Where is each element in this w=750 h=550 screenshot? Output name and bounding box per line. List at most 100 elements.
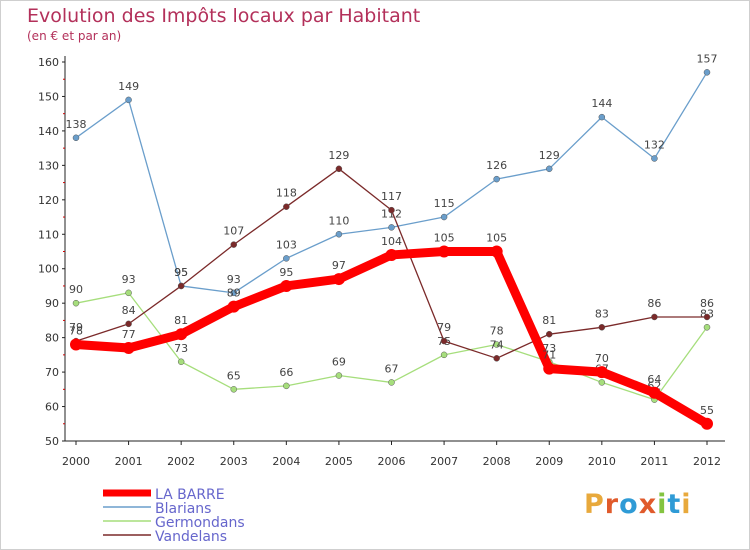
x-tick-label: 2010 bbox=[588, 455, 616, 468]
data-point bbox=[177, 358, 185, 366]
data-point bbox=[595, 366, 608, 379]
data-point bbox=[125, 289, 132, 297]
data-label: 149 bbox=[118, 80, 139, 93]
data-label: 79 bbox=[437, 321, 451, 334]
data-point bbox=[122, 341, 135, 354]
data-label: 95 bbox=[174, 266, 188, 279]
data-label: 66 bbox=[279, 366, 293, 379]
y-tick-label: 150 bbox=[38, 90, 59, 103]
data-label: 86 bbox=[647, 297, 661, 310]
data-label: 93 bbox=[122, 273, 136, 286]
data-label: 79 bbox=[69, 321, 83, 334]
data-label: 93 bbox=[227, 273, 241, 286]
data-point bbox=[493, 175, 500, 183]
data-point bbox=[648, 386, 661, 399]
data-point bbox=[440, 213, 448, 221]
x-tick-label: 2002 bbox=[167, 455, 195, 468]
data-point bbox=[280, 279, 293, 292]
data-label: 112 bbox=[381, 207, 402, 220]
data-label: 97 bbox=[332, 259, 346, 272]
data-point bbox=[70, 338, 82, 351]
data-label: 74 bbox=[490, 338, 504, 351]
data-point bbox=[125, 320, 132, 328]
data-point bbox=[125, 96, 132, 104]
x-tick-label: 2005 bbox=[325, 455, 353, 468]
data-label: 104 bbox=[381, 235, 402, 248]
y-tick-label: 70 bbox=[45, 366, 59, 379]
data-point bbox=[651, 313, 658, 321]
x-tick-label: 2012 bbox=[693, 455, 721, 468]
data-label: 78 bbox=[490, 325, 504, 338]
data-label: 129 bbox=[328, 149, 349, 162]
x-tick-label: 2004 bbox=[272, 455, 300, 468]
data-point bbox=[230, 386, 237, 393]
data-label: 103 bbox=[276, 238, 297, 251]
data-point bbox=[703, 313, 711, 321]
data-point bbox=[598, 113, 606, 121]
data-point bbox=[332, 273, 345, 286]
data-point bbox=[283, 255, 290, 262]
data-label: 64 bbox=[647, 373, 661, 386]
x-tick-label: 2000 bbox=[62, 455, 90, 468]
data-label: 89 bbox=[227, 287, 241, 300]
x-tick-label: 2008 bbox=[483, 455, 511, 468]
proxiti-logo: Proxiti bbox=[584, 489, 692, 520]
data-label: 73 bbox=[174, 342, 188, 355]
data-point bbox=[440, 351, 448, 359]
data-point bbox=[335, 372, 343, 379]
data-label: 105 bbox=[486, 232, 507, 245]
data-label: 70 bbox=[595, 352, 609, 365]
data-label: 144 bbox=[591, 97, 612, 110]
legend-label: LA BARRE bbox=[155, 487, 225, 503]
data-label: 110 bbox=[328, 214, 349, 227]
data-point bbox=[177, 282, 185, 290]
data-point bbox=[72, 134, 80, 142]
data-point bbox=[335, 165, 343, 173]
x-tick-label: 2007 bbox=[430, 455, 458, 468]
x-tick-label: 2009 bbox=[535, 455, 563, 468]
data-label: 81 bbox=[174, 314, 188, 327]
data-label: 84 bbox=[122, 304, 136, 317]
data-label: 115 bbox=[434, 197, 455, 210]
logo-letter: P bbox=[584, 489, 605, 520]
data-label: 132 bbox=[644, 138, 665, 151]
data-point bbox=[388, 224, 395, 231]
data-label: 117 bbox=[381, 190, 402, 203]
data-label: 118 bbox=[276, 187, 297, 200]
x-tick-label: 2001 bbox=[115, 455, 143, 468]
data-point bbox=[651, 155, 658, 162]
y-tick-label: 90 bbox=[45, 297, 59, 310]
legend-label: Blarians bbox=[155, 501, 211, 517]
logo-letter: t bbox=[667, 489, 682, 520]
data-label: 81 bbox=[542, 314, 556, 327]
data-label: 83 bbox=[595, 307, 609, 320]
data-point bbox=[546, 330, 553, 338]
x-tick-label: 2006 bbox=[378, 455, 406, 468]
data-label: 138 bbox=[66, 118, 87, 131]
data-point bbox=[701, 417, 713, 430]
data-point bbox=[283, 203, 290, 210]
data-label: 69 bbox=[332, 356, 346, 369]
data-label: 78 bbox=[69, 325, 83, 338]
y-tick-label: 50 bbox=[45, 435, 59, 448]
y-tick-label: 160 bbox=[38, 56, 59, 69]
logo-letter: x bbox=[638, 489, 658, 520]
data-point bbox=[335, 231, 343, 238]
data-point bbox=[230, 289, 237, 297]
data-label: 90 bbox=[69, 283, 83, 296]
data-point bbox=[175, 328, 188, 341]
data-label: 95 bbox=[279, 266, 293, 279]
data-label: 71 bbox=[542, 349, 556, 362]
data-point bbox=[440, 337, 448, 345]
data-point bbox=[493, 355, 500, 362]
data-point bbox=[388, 206, 395, 214]
data-label: 126 bbox=[486, 159, 507, 172]
data-point bbox=[72, 299, 80, 307]
logo-letter: r bbox=[604, 489, 620, 520]
logo-letter: i bbox=[657, 489, 668, 520]
data-label: 157 bbox=[697, 52, 718, 65]
data-label: 95 bbox=[174, 266, 188, 279]
data-point bbox=[543, 362, 556, 375]
